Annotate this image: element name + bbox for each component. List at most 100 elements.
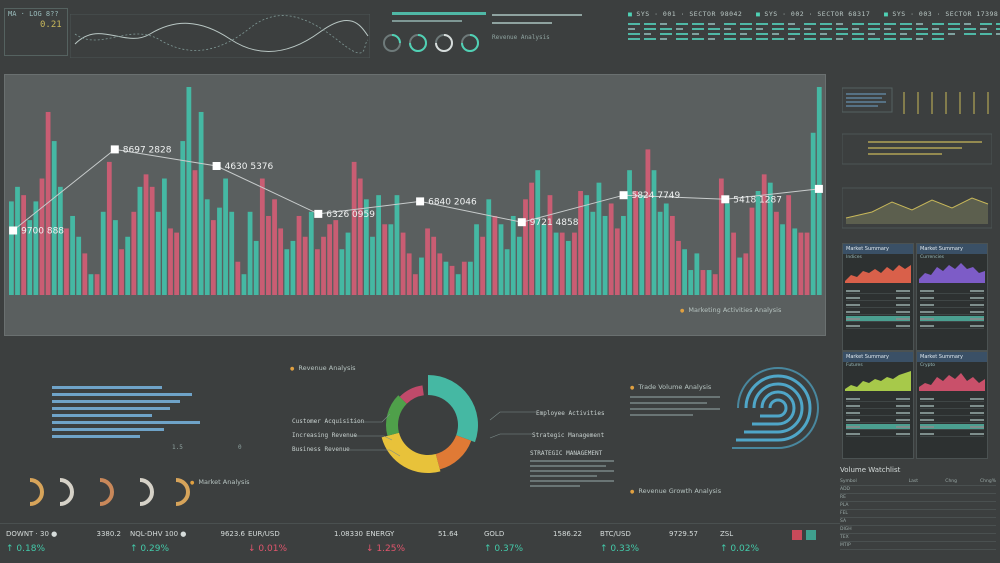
table-row[interactable]: FEL xyxy=(840,510,996,518)
volume-watchlist: Volume Watchlist Symbol Last Chng Chng% ADD… xyxy=(840,466,996,561)
donut-label-left-1: Customer Acquisition xyxy=(292,418,365,425)
bar xyxy=(602,215,608,295)
bar xyxy=(64,228,69,295)
bar xyxy=(308,211,314,295)
list-item[interactable] xyxy=(846,431,910,437)
donut-segment[interactable] xyxy=(435,435,472,470)
bar xyxy=(492,215,498,295)
list-item[interactable] xyxy=(846,288,910,294)
list-item[interactable] xyxy=(920,295,984,301)
bar xyxy=(247,211,253,295)
data-point[interactable] xyxy=(517,218,526,227)
bar xyxy=(192,170,198,295)
bar xyxy=(229,211,235,295)
header-value: 0.21 xyxy=(40,20,62,30)
watchlist-title: Volume Watchlist xyxy=(840,466,901,474)
bar xyxy=(253,240,259,295)
bar xyxy=(810,132,816,295)
bar xyxy=(737,257,743,295)
ticker-symbol: EUR/USD xyxy=(248,530,280,538)
panel-title: Market Summary xyxy=(843,244,913,254)
horizontal-bar-chart xyxy=(18,384,200,454)
list-item[interactable] xyxy=(846,403,910,409)
data-label: 9721 4858 xyxy=(530,218,579,228)
table-row[interactable]: TEX xyxy=(840,534,996,542)
bar xyxy=(412,274,418,295)
list-item[interactable] xyxy=(846,417,910,423)
donut-segment[interactable] xyxy=(381,432,441,473)
bar xyxy=(504,249,510,295)
list-item[interactable] xyxy=(920,417,984,423)
data-point[interactable] xyxy=(721,195,730,204)
donut-segment[interactable] xyxy=(428,375,478,443)
bar xyxy=(455,274,461,295)
bar xyxy=(676,240,681,295)
list-item[interactable] xyxy=(920,403,984,409)
bar xyxy=(39,178,45,295)
table-row[interactable]: ADD xyxy=(840,486,996,494)
bar xyxy=(461,261,467,295)
table-row[interactable]: MTIP xyxy=(840,542,996,550)
ticker-change: ↑ 0.18% xyxy=(6,544,45,554)
sector-panel-2: SYS · 002 · SECTOR 68317 xyxy=(756,10,880,40)
bar xyxy=(100,211,106,295)
data-point[interactable] xyxy=(212,162,221,170)
bar xyxy=(45,111,51,296)
donut-segment[interactable] xyxy=(386,395,407,436)
donut-segment[interactable] xyxy=(399,385,424,404)
list-item[interactable] xyxy=(920,410,984,416)
list-item[interactable] xyxy=(920,396,984,402)
list-item[interactable] xyxy=(920,309,984,315)
list-item[interactable] xyxy=(846,302,910,308)
bar xyxy=(266,215,271,295)
list-item[interactable] xyxy=(846,410,910,416)
data-point[interactable] xyxy=(314,209,323,218)
bar xyxy=(780,224,785,295)
header-bar-1 xyxy=(392,12,486,15)
bar xyxy=(235,261,241,295)
list-item[interactable] xyxy=(920,302,984,308)
bar xyxy=(315,249,320,295)
list-item[interactable] xyxy=(846,424,910,430)
market-summary-crypto: Market Summary Crypto xyxy=(916,351,988,459)
bar xyxy=(694,253,700,295)
bar xyxy=(590,211,596,295)
bar xyxy=(755,191,761,295)
main-bar-chart: 9700 888 8697 2828 4630 5376 6326 0959 6840 … xyxy=(9,87,823,296)
bar xyxy=(357,178,363,295)
table-row[interactable]: PLA xyxy=(840,502,996,510)
table-row[interactable]: SA xyxy=(840,518,996,526)
data-point[interactable] xyxy=(416,197,425,206)
spiral-arc-chart xyxy=(732,367,819,449)
data-point[interactable] xyxy=(9,226,18,235)
data-point[interactable] xyxy=(110,145,119,154)
list-item[interactable] xyxy=(920,323,984,329)
list-item[interactable] xyxy=(846,323,910,329)
bar xyxy=(804,232,810,295)
bar xyxy=(596,182,602,295)
list-item[interactable] xyxy=(920,316,984,322)
bar xyxy=(798,232,804,295)
bar xyxy=(9,201,14,295)
market-summary-currencies: Market Summary Currencies xyxy=(916,243,988,351)
list-item[interactable] xyxy=(846,396,910,402)
list-item[interactable] xyxy=(920,424,984,430)
ticker-symbol: ZSL xyxy=(720,530,734,538)
header-bar-4 xyxy=(492,22,552,24)
list-item[interactable] xyxy=(846,309,910,315)
chart-caption: Marketing Activities Analysis xyxy=(680,306,781,314)
data-point[interactable] xyxy=(619,191,628,200)
list-item[interactable] xyxy=(920,288,984,294)
list-item[interactable] xyxy=(846,316,910,322)
list-item[interactable] xyxy=(846,295,910,301)
panel-subtitle: Futures xyxy=(846,363,863,368)
table-row[interactable]: DIGH xyxy=(840,526,996,534)
strategic-text-block xyxy=(530,460,614,496)
bar xyxy=(443,261,449,295)
bar xyxy=(669,215,675,295)
table-row[interactable]: RE xyxy=(840,494,996,502)
bar xyxy=(688,270,694,295)
data-point[interactable] xyxy=(814,184,823,193)
bar xyxy=(743,253,749,295)
list-item[interactable] xyxy=(920,431,984,437)
